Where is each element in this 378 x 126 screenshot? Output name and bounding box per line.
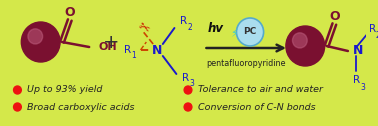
- Text: R: R: [353, 75, 360, 85]
- Text: ⚡: ⚡: [230, 29, 237, 39]
- Text: 1: 1: [132, 51, 136, 59]
- Circle shape: [21, 22, 60, 62]
- Text: Broad carboxylic acids: Broad carboxylic acids: [27, 102, 135, 112]
- Circle shape: [237, 18, 263, 46]
- Circle shape: [286, 26, 325, 66]
- Text: 3: 3: [189, 80, 194, 88]
- Text: R: R: [369, 24, 376, 34]
- Text: ✂: ✂: [135, 19, 152, 37]
- Circle shape: [184, 86, 192, 94]
- Text: hv: hv: [207, 22, 223, 35]
- Circle shape: [14, 103, 21, 111]
- Text: N: N: [152, 43, 162, 56]
- Text: OH: OH: [99, 42, 118, 52]
- Text: Tolerance to air and water: Tolerance to air and water: [198, 86, 322, 94]
- Text: N: N: [353, 44, 363, 57]
- Circle shape: [14, 86, 21, 94]
- Text: O: O: [329, 10, 340, 24]
- Text: PC: PC: [243, 27, 257, 37]
- Text: R: R: [124, 45, 132, 55]
- Text: pentafluoropyridine: pentafluoropyridine: [206, 58, 286, 68]
- Text: O: O: [65, 7, 75, 20]
- Circle shape: [293, 33, 307, 48]
- Circle shape: [184, 103, 192, 111]
- Text: Up to 93% yield: Up to 93% yield: [27, 86, 102, 94]
- Text: +: +: [103, 33, 120, 52]
- Text: 2: 2: [187, 23, 192, 32]
- Text: 3: 3: [360, 83, 365, 91]
- Text: 2: 2: [376, 30, 378, 39]
- Text: R: R: [181, 73, 189, 83]
- Circle shape: [28, 29, 43, 44]
- Text: R: R: [180, 16, 187, 26]
- Text: Conversion of C-N bonds: Conversion of C-N bonds: [198, 102, 315, 112]
